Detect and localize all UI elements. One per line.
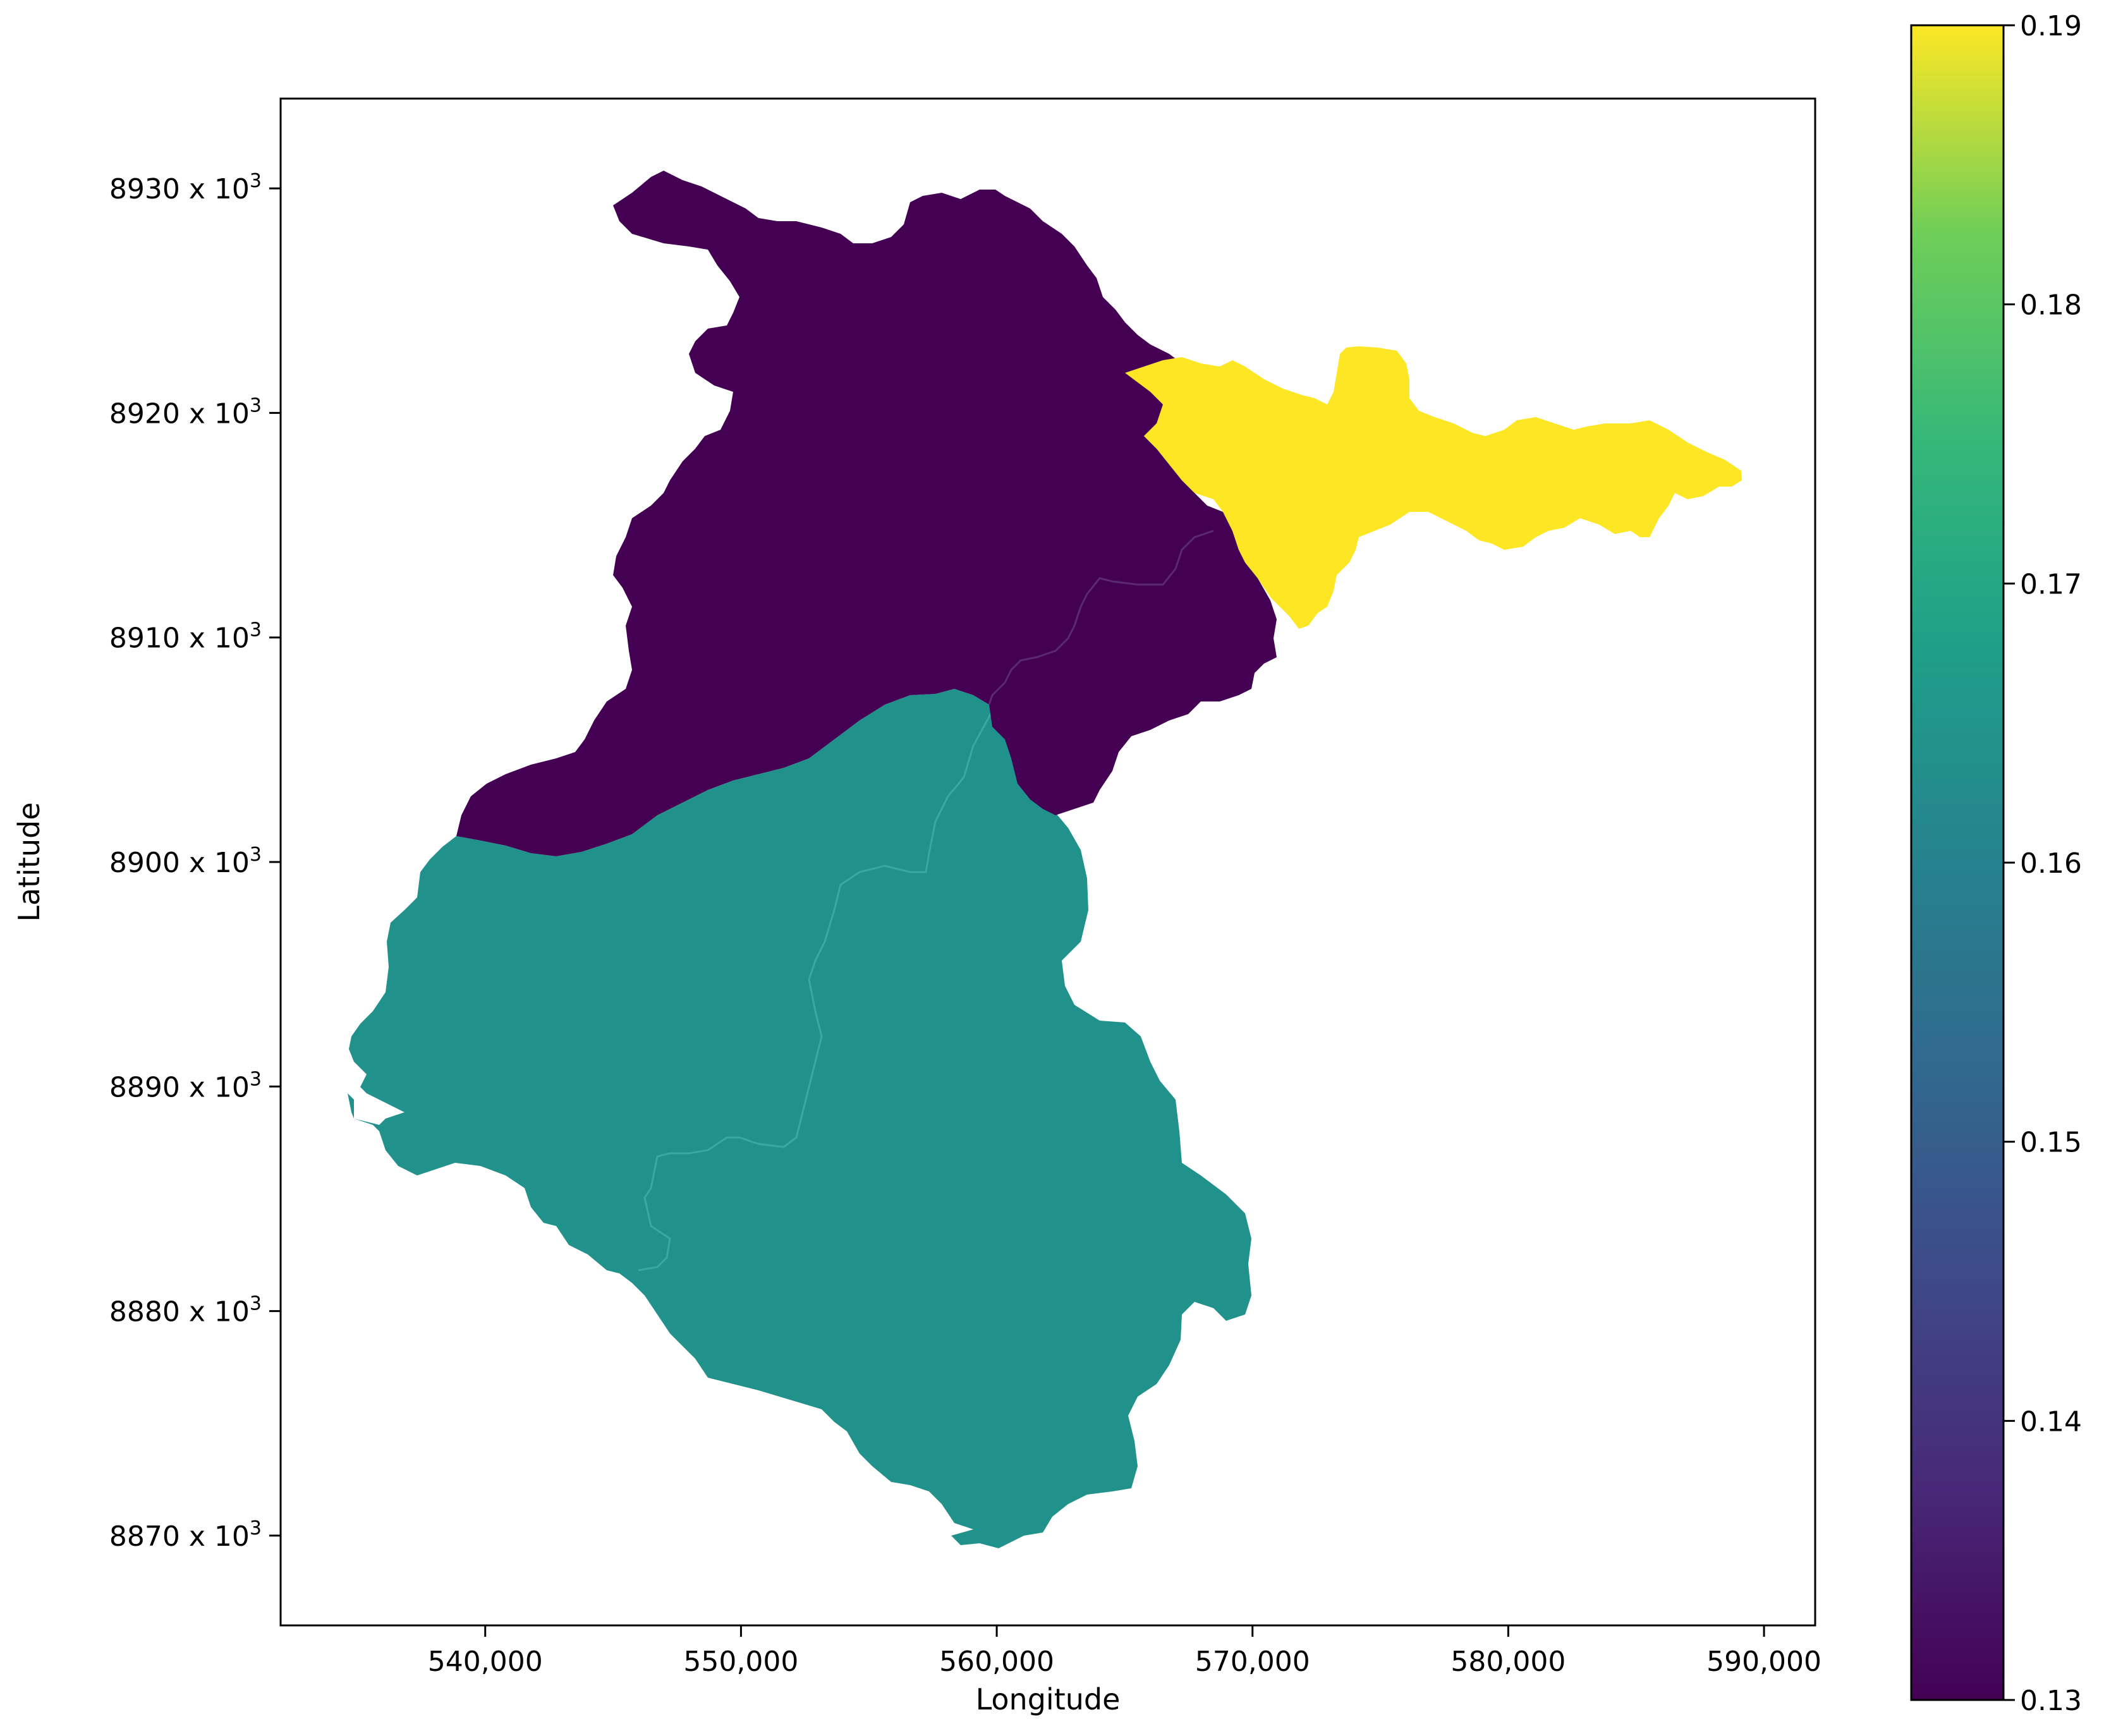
x-tick-label: 560,000 <box>939 1646 1054 1678</box>
colorbar <box>1910 24 2005 1701</box>
y-tick-label: 8920 x 103 <box>109 394 262 430</box>
colorbar-tick-label: 0.17 <box>2020 568 2082 600</box>
y-tick-label: 8930 x 103 <box>109 170 262 205</box>
colorbar-tick-label: 0.15 <box>2020 1127 2082 1159</box>
colorbar-tick-label: 0.13 <box>2020 1685 2082 1717</box>
x-tick-label: 550,000 <box>683 1646 798 1678</box>
x-axis-title: Longitude <box>976 1682 1121 1716</box>
y-tick-label: 8880 x 103 <box>109 1293 262 1328</box>
y-tick-label: 8870 x 103 <box>109 1517 262 1553</box>
region-south[interactable] <box>348 689 1251 1548</box>
x-tick-label: 540,000 <box>428 1646 543 1678</box>
map-regions <box>348 171 1742 1548</box>
colorbar-tick-label: 0.19 <box>2020 10 2082 42</box>
y-axis-ticks: 8930 x 103 8920 x 103 8910 x 103 8900 x 103… <box>109 170 281 1553</box>
south-subbasin-boundary <box>638 710 994 1272</box>
north-subbasin-boundary <box>988 530 1214 705</box>
x-tick-label: 590,000 <box>1706 1646 1821 1678</box>
y-tick-label: 8900 x 103 <box>109 844 262 879</box>
colorbar-ticks: 0.19 0.18 0.17 0.16 0.15 0.14 0.13 <box>2004 10 2082 1717</box>
region-northeast[interactable] <box>1125 346 1742 629</box>
x-tick-label: 570,000 <box>1195 1646 1310 1678</box>
x-axis-ticks: 540,000 550,000 560,000 570,000 580,000 590,0… <box>428 1625 1821 1678</box>
region-north[interactable] <box>456 171 1277 856</box>
colorbar-tick-label: 0.16 <box>2020 847 2082 880</box>
y-axis-title: Latitude <box>12 802 46 921</box>
y-tick-label: 8910 x 103 <box>109 619 262 655</box>
colorbar-tick-label: 0.18 <box>2020 289 2082 322</box>
x-tick-label: 580,000 <box>1450 1646 1566 1678</box>
colorbar-tick-label: 0.14 <box>2020 1405 2082 1438</box>
y-tick-label: 8890 x 103 <box>109 1068 262 1103</box>
